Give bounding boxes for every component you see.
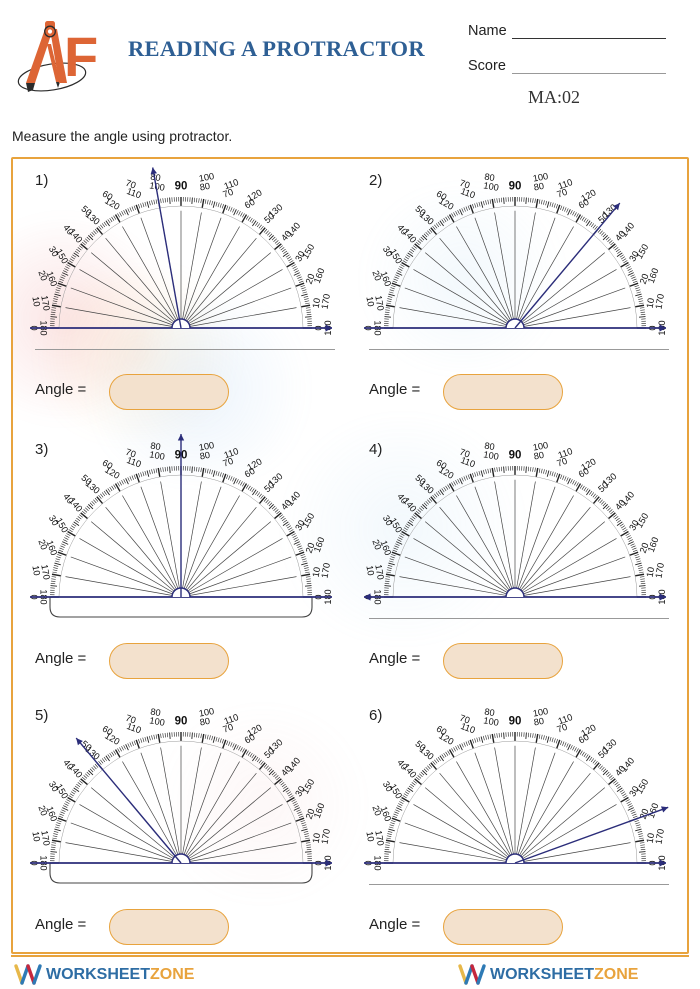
svg-text:100: 100	[483, 715, 500, 728]
svg-text:80: 80	[199, 716, 211, 728]
svg-text:80: 80	[199, 181, 211, 193]
svg-text:100: 100	[149, 715, 166, 728]
svg-text:10: 10	[311, 832, 323, 844]
svg-text:170: 170	[373, 295, 386, 312]
svg-text:160: 160	[378, 805, 393, 823]
svg-text:80: 80	[533, 450, 545, 462]
svg-text:160: 160	[44, 539, 59, 557]
svg-text:120: 120	[437, 731, 455, 747]
svg-text:80: 80	[533, 181, 545, 193]
svg-text:170: 170	[373, 830, 386, 847]
svg-text:100: 100	[149, 449, 166, 462]
svg-text:80: 80	[533, 716, 545, 728]
svg-text:170: 170	[39, 564, 52, 581]
svg-text:10: 10	[645, 566, 657, 578]
svg-text:110: 110	[459, 455, 476, 469]
svg-text:10: 10	[311, 566, 323, 578]
svg-text:170: 170	[373, 564, 386, 581]
svg-text:110: 110	[459, 186, 476, 200]
svg-text:170: 170	[39, 295, 52, 312]
svg-text:90: 90	[509, 181, 522, 193]
svg-text:120: 120	[437, 465, 455, 481]
svg-text:100: 100	[483, 180, 500, 193]
svg-text:80: 80	[199, 450, 211, 462]
svg-text:90: 90	[175, 716, 188, 728]
svg-text:10: 10	[645, 832, 657, 844]
svg-text:120: 120	[437, 196, 455, 212]
svg-text:90: 90	[509, 450, 522, 462]
svg-text:110: 110	[125, 455, 142, 469]
svg-text:160: 160	[378, 270, 393, 288]
svg-text:170: 170	[39, 830, 52, 847]
svg-text:10: 10	[311, 297, 323, 309]
svg-text:100: 100	[483, 449, 500, 462]
svg-text:120: 120	[103, 465, 121, 481]
svg-text:120: 120	[103, 196, 121, 212]
svg-text:90: 90	[509, 716, 522, 728]
svg-text:F: F	[64, 25, 98, 88]
svg-text:90: 90	[175, 181, 188, 193]
svg-text:110: 110	[125, 186, 142, 200]
svg-text:10: 10	[645, 297, 657, 309]
svg-text:110: 110	[459, 721, 476, 735]
svg-text:160: 160	[44, 270, 59, 288]
svg-text:120: 120	[103, 731, 121, 747]
svg-text:160: 160	[378, 539, 393, 557]
svg-text:160: 160	[44, 805, 59, 823]
svg-text:110: 110	[125, 721, 142, 735]
